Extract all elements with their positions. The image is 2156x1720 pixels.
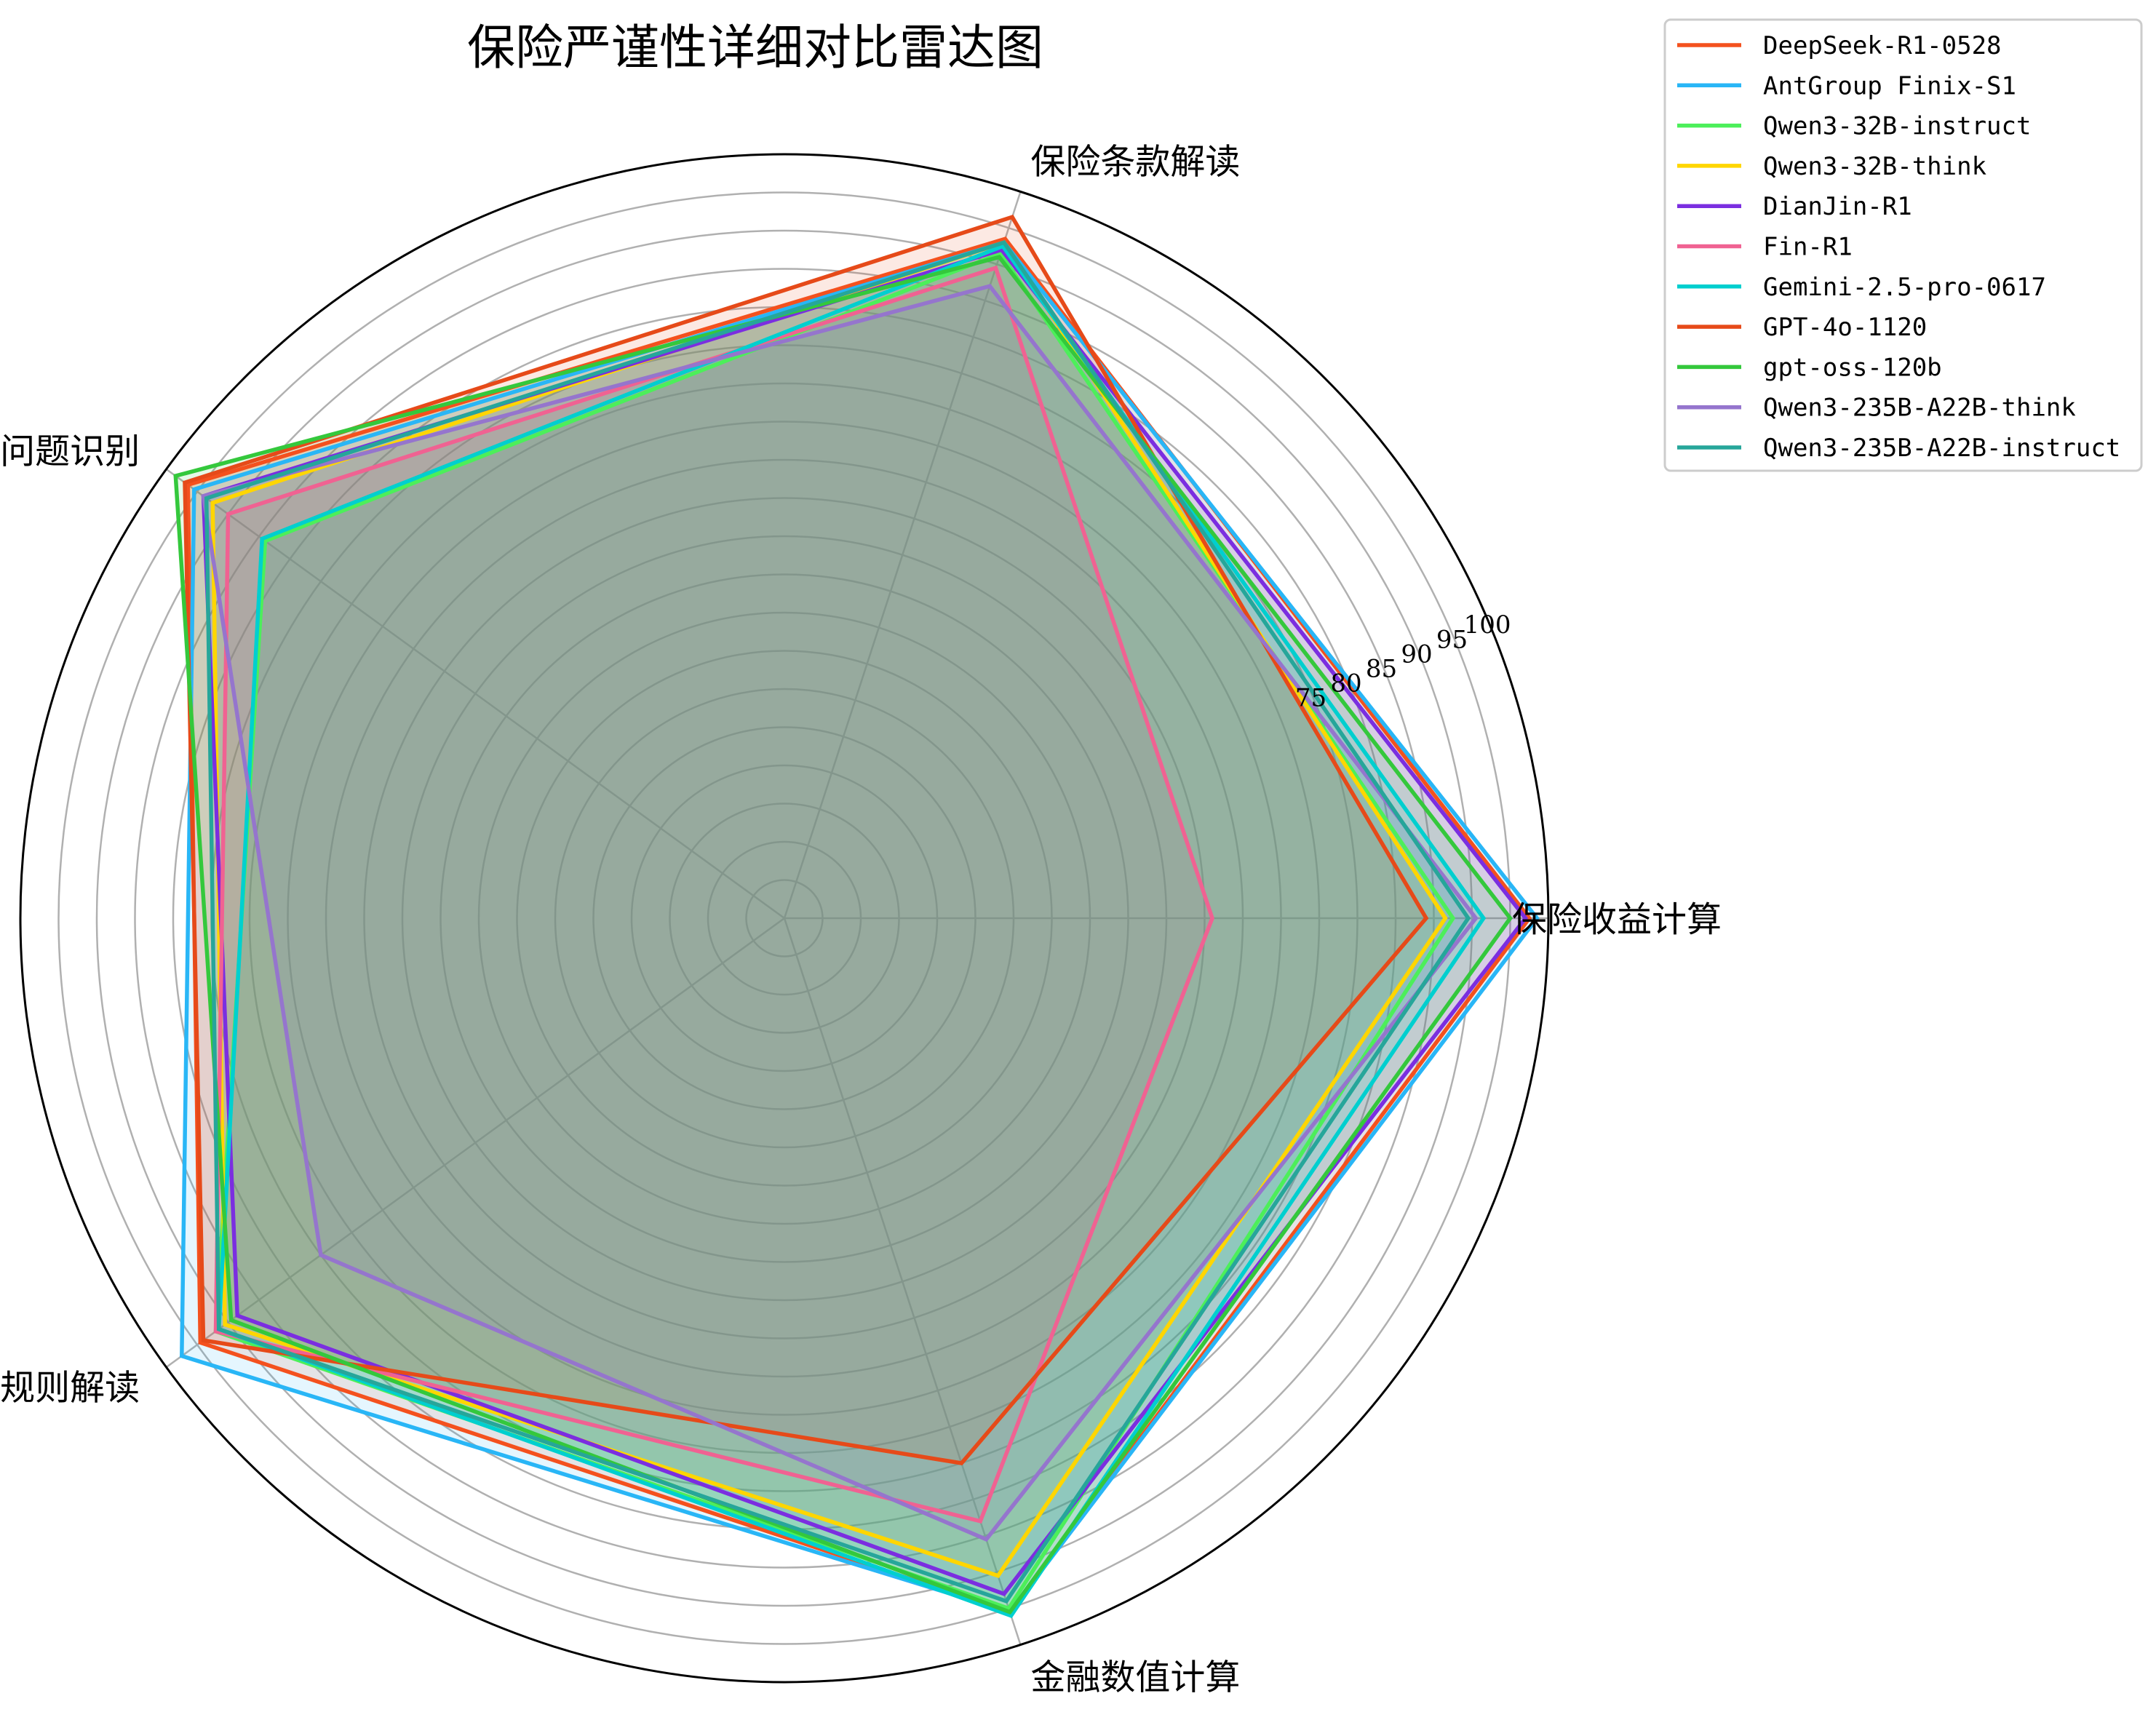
axis-label: 保险条款解读 — [1030, 142, 1240, 183]
series-fill — [203, 250, 1526, 1594]
legend-label: gpt-oss-120b — [1763, 353, 1942, 382]
series-fill — [215, 253, 1453, 1609]
series-fill — [206, 242, 1468, 1601]
radial-tick-label: 100 — [1464, 610, 1511, 640]
series-line — [204, 240, 1471, 1604]
axis-spoke — [165, 917, 785, 1369]
radial-tick-label: 95 — [1436, 625, 1468, 654]
legend-label: DianJin-R1 — [1763, 192, 1912, 221]
series-fill — [188, 239, 1530, 1612]
axis-label: 保险问题识别 — [0, 431, 140, 471]
axis-label: 保险收益计算 — [1512, 899, 1722, 940]
radial-tick-label: 75 — [1295, 684, 1326, 713]
legend-label: Qwen3-32B-think — [1763, 152, 1986, 181]
legend-label: Fin-R1 — [1763, 233, 1853, 262]
axis-spoke — [165, 468, 785, 920]
series-fill — [175, 257, 1511, 1612]
series-line — [201, 284, 1479, 1542]
axis-spoke — [783, 917, 1022, 1645]
series-fill — [203, 286, 1476, 1540]
legend-label: Qwen3-32B-instruct — [1763, 112, 2031, 141]
axis-label: 规则解读 — [0, 1368, 140, 1409]
legend: DeepSeek-R1-0528 AntGroup Finix-S1 Qwen3-3… — [1663, 18, 2143, 472]
radial-tick-label: 90 — [1401, 640, 1432, 669]
radial-tick-label: 80 — [1330, 669, 1361, 698]
legend-label: GPT-4o-1120 — [1763, 313, 1927, 342]
legend-label: AntGroup Finix-S1 — [1763, 71, 2016, 100]
legend-label: Qwen3-235B-A22B-think — [1763, 394, 2076, 423]
legend-label: Qwen3-235B-A22B-instruct — [1763, 434, 2120, 463]
radial-tick-label: 85 — [1366, 654, 1397, 683]
axis-label: 金融数值计算 — [1030, 1657, 1240, 1697]
series-fill — [212, 242, 1446, 1576]
series-line — [213, 265, 1214, 1524]
axis-spoke — [783, 191, 1022, 919]
series-fill — [185, 217, 1426, 1463]
chart-title: 保险严谨性详细对比雷达图 — [467, 20, 1043, 76]
legend-frame — [1663, 18, 2143, 472]
series-fill — [218, 246, 1484, 1616]
series-fill — [215, 268, 1212, 1521]
series-line — [183, 215, 1429, 1465]
legend-label: DeepSeek-R1-0528 — [1763, 31, 2002, 60]
series-line — [173, 255, 1513, 1615]
polar-frame — [19, 153, 1550, 1684]
series-lines — [173, 215, 1540, 1619]
legend-label: Gemini-2.5-pro-0617 — [1763, 273, 2046, 302]
series-fills — [175, 217, 1538, 1616]
